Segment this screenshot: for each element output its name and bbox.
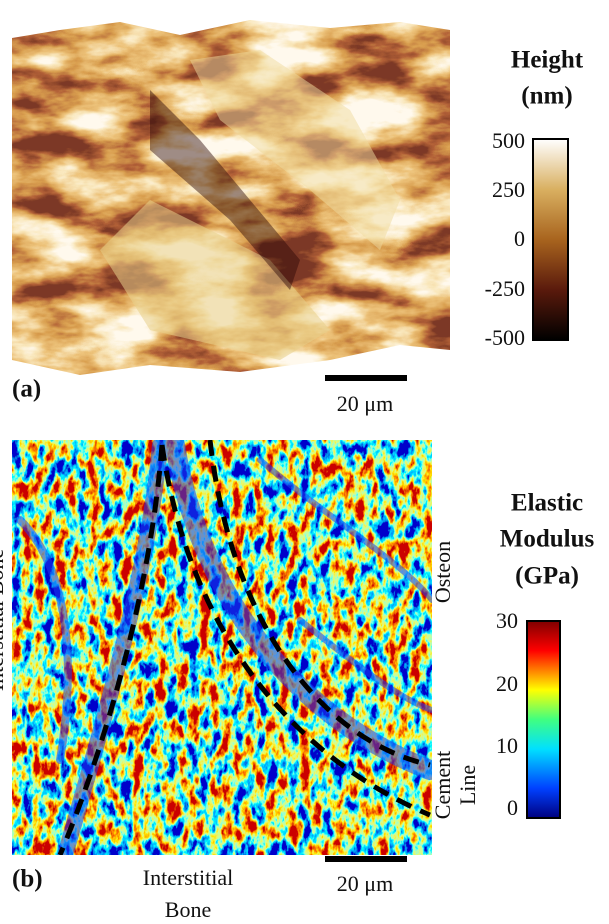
colorbar bbox=[526, 620, 561, 819]
annotation: Interstitial Bone bbox=[0, 549, 8, 691]
colorbar-title: (nm) bbox=[521, 83, 572, 110]
annotation: Line bbox=[455, 765, 480, 805]
colorbar-tick: 30 bbox=[496, 608, 518, 633]
scale-bar-label: 20 μm bbox=[337, 391, 393, 416]
colorbar-title: (GPa) bbox=[515, 563, 579, 590]
height-map bbox=[12, 20, 450, 375]
annotation: Osteon bbox=[430, 541, 455, 603]
colorbar-tick: 500 bbox=[492, 128, 525, 153]
annotation: Cement bbox=[430, 751, 455, 819]
colorbar-tick: 10 bbox=[496, 733, 518, 758]
colorbar-tick: 0 bbox=[507, 795, 518, 820]
scale-bar-label: 20 μm bbox=[337, 871, 393, 896]
panel-label: (b) bbox=[12, 866, 43, 893]
annotation: Bone bbox=[165, 897, 211, 922]
colorbar-title: Modulus bbox=[500, 526, 595, 553]
colorbar-tick: -250 bbox=[485, 276, 525, 301]
colorbar-tick: 250 bbox=[492, 177, 525, 202]
colorbar-title: Elastic bbox=[511, 490, 583, 517]
colorbar-title: Height bbox=[511, 47, 584, 74]
modulus-map bbox=[12, 440, 432, 855]
colorbar bbox=[532, 138, 569, 341]
colorbar-tick: -500 bbox=[485, 325, 525, 350]
scale-bar bbox=[325, 375, 407, 381]
annotation: Interstitial bbox=[143, 865, 233, 890]
scale-bar bbox=[325, 856, 407, 862]
colorbar-tick: 0 bbox=[514, 226, 525, 251]
panel-label: (a) bbox=[12, 376, 41, 403]
colorbar-tick: 20 bbox=[496, 671, 518, 696]
